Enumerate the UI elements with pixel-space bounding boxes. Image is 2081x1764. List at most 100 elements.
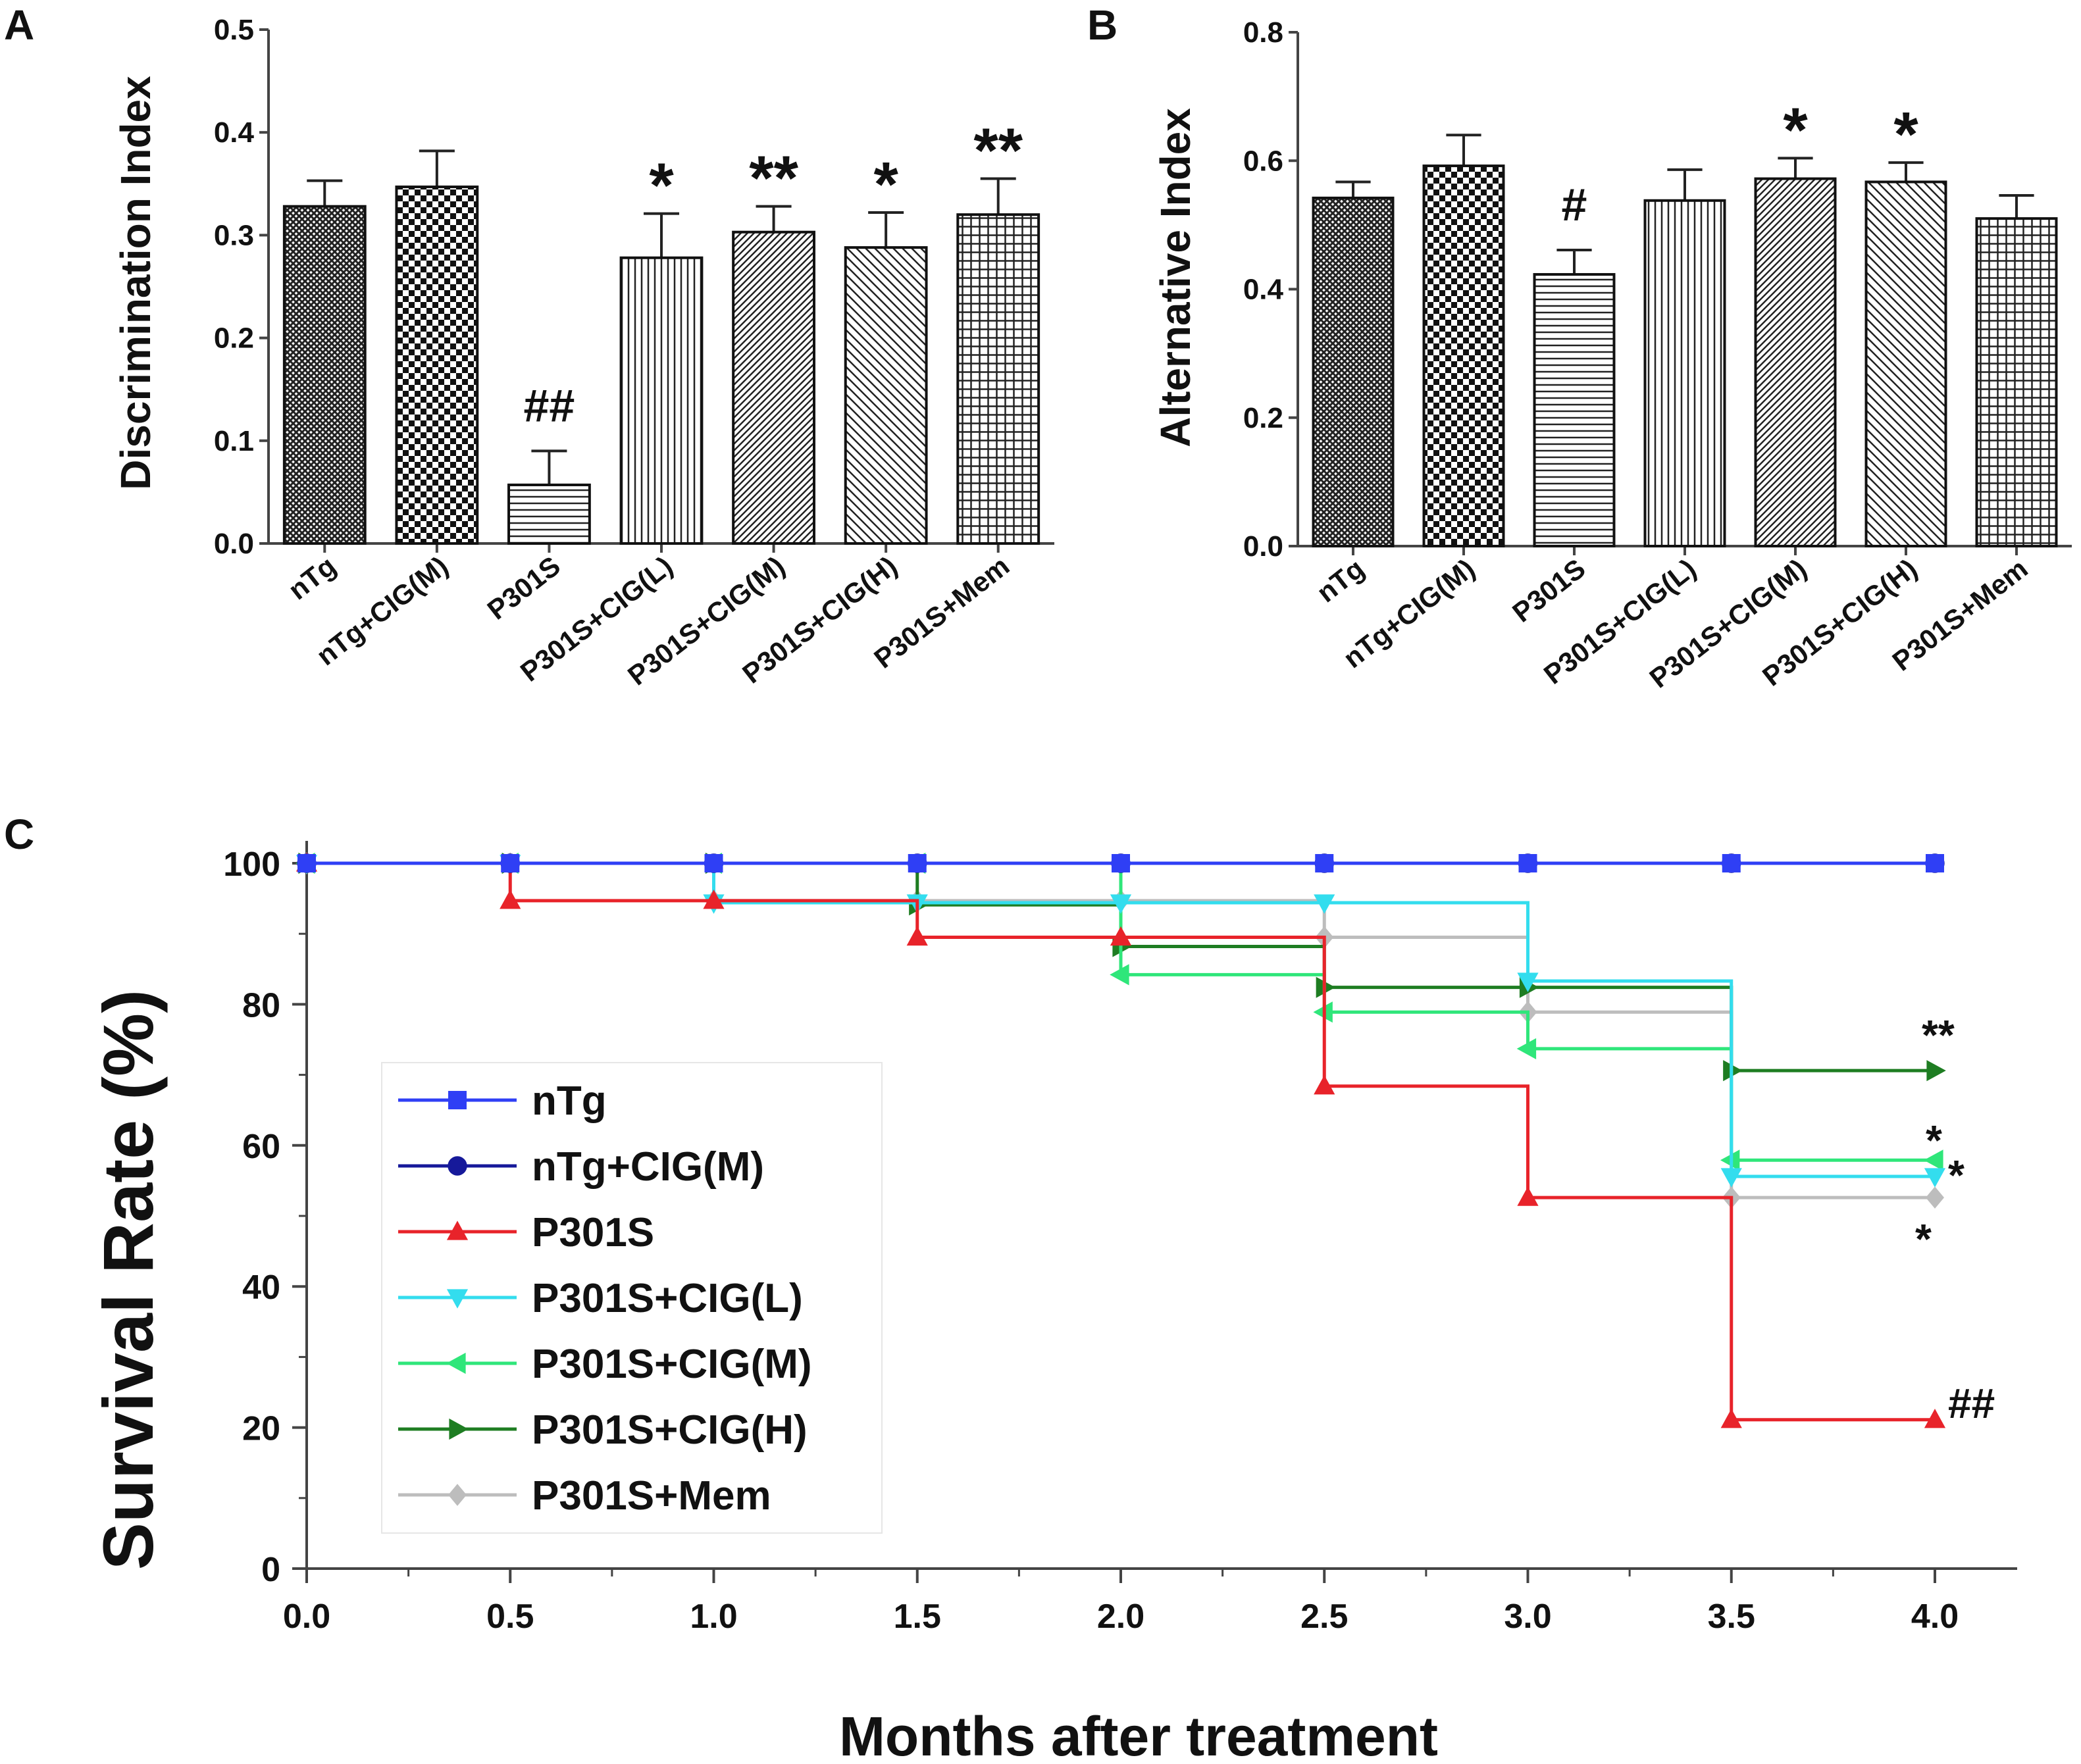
triangle-left-marker (1516, 1038, 1537, 1060)
triangle-up-marker (703, 890, 725, 909)
bars-b: # * * (1312, 95, 2058, 547)
legend-label: P301S+CIG(M) (532, 1342, 812, 1387)
y-tick-label: 0.4 (214, 116, 255, 149)
bar-p301s-cig-l- (1643, 199, 1726, 547)
legend-label: nTg+CIG(M) (532, 1144, 764, 1190)
y-tick-label: 0.2 (214, 322, 254, 355)
triangle-right-marker (1926, 1060, 1946, 1082)
bar-p301s-mem (956, 213, 1040, 545)
legend-item: P301S+CIG(L) (398, 1276, 803, 1321)
triangle-down-marker (1517, 972, 1539, 992)
square-marker (704, 854, 723, 872)
x-tick-label: 0.0 (283, 1598, 330, 1636)
y-tick-label: 0.0 (1243, 530, 1283, 563)
legend-item: P301S+Mem (398, 1473, 771, 1519)
axes-c: 0 20 40 60 80 100 0.0 0.5 1.0 1.5 2.0 2.5 3.0 3.5 4.0 (223, 841, 2017, 1636)
y-tick-label: 0.0 (214, 528, 254, 560)
x-tick-label: 4.0 (1911, 1598, 1959, 1636)
diamond-marker (448, 1484, 467, 1506)
legend-label: P301S+CIG(H) (532, 1407, 808, 1453)
legend-item: P301S+CIG(H) (398, 1407, 808, 1453)
bar-p301s-cig-h- (844, 246, 928, 545)
y-axis-label-c: Survival Rate (%) (88, 990, 168, 1570)
x-category-label: nTg (282, 550, 342, 605)
triangle-up-marker (906, 926, 928, 946)
lines-c: *****## (295, 852, 1995, 1428)
legend-label: P301S+Mem (532, 1473, 771, 1519)
triangle-up-marker (1517, 1186, 1539, 1206)
triangle-down-marker (1924, 1168, 1946, 1188)
triangle-down-marker (1110, 894, 1132, 914)
bar-p301s-cig-m- (1754, 177, 1837, 547)
square-marker (297, 854, 316, 872)
y-tick-label: 0.1 (214, 425, 254, 457)
y-tick-label: 0.4 (1243, 274, 1284, 306)
significance-label: ## (523, 380, 575, 431)
triangle-left-marker (446, 1352, 466, 1374)
square-marker (448, 1091, 467, 1109)
bar-ntg (1312, 196, 1395, 547)
square-marker (1518, 854, 1537, 872)
bar-ntg-cig-m- (1422, 164, 1505, 547)
y-axis-label-a: Discrimination Index (112, 76, 159, 490)
y-tick-label: 0.6 (1243, 145, 1283, 177)
x-tick-label: 2.5 (1300, 1598, 1348, 1636)
series-p301s (295, 852, 1946, 1428)
end-significance-label: * (1948, 1151, 1965, 1199)
y-tick-label: 20 (242, 1410, 280, 1448)
y-tick-label: 0.2 (1243, 402, 1283, 434)
triangle-left-marker (1110, 964, 1129, 986)
legend-item: P301S (398, 1210, 654, 1255)
legend-item: nTg+CIG(M) (398, 1144, 764, 1190)
significance-label: # (1562, 179, 1587, 230)
triangle-up-marker (1924, 1409, 1946, 1428)
panel-letter-c: C (4, 811, 34, 858)
triangle-down-marker (1720, 1168, 1742, 1188)
triangle-up-marker (1720, 1409, 1742, 1428)
x-category-label: nTg (1311, 553, 1370, 608)
panel-b: B Alternative Index 0.00.20.40.60.8nTgnT… (1087, 1, 2072, 694)
triangle-up-marker (446, 1221, 469, 1240)
bar-ntg (282, 205, 367, 545)
bars-a: ##* ** * ** (282, 115, 1040, 545)
y-tick-label: 100 (223, 845, 280, 884)
bar-p301s-cig-h- (1864, 180, 1947, 547)
x-category-label: P301S (1506, 553, 1591, 628)
x-category-label: P301S (482, 550, 566, 626)
end-significance-label: ** (1922, 1011, 1955, 1059)
x-tick-label: 3.5 (1708, 1598, 1755, 1636)
y-axis-label-b: Alternative Index (1152, 108, 1199, 447)
triangle-left-marker (1924, 1149, 1943, 1171)
panel-c: C Survival Rate (%) Months after treatme… (4, 811, 2017, 1764)
circle-marker (448, 1156, 467, 1176)
significance-label: ** (749, 143, 798, 214)
bar-p301s-cig-l- (619, 256, 704, 545)
end-significance-label: * (1926, 1117, 1942, 1164)
bar-p301s-mem (1975, 217, 2058, 547)
panel-letter-b: B (1087, 1, 1118, 49)
bar-p301s (1533, 273, 1616, 547)
square-marker (1722, 854, 1741, 872)
significance-label: * (649, 151, 674, 221)
triangle-right-marker (449, 1418, 469, 1440)
significance-label: ** (973, 115, 1023, 186)
y-tick-label: 80 (242, 986, 280, 1024)
survival-step-line (307, 861, 1935, 1422)
square-marker (908, 854, 927, 872)
significance-label: * (873, 149, 898, 220)
triangle-down-marker (446, 1289, 469, 1309)
y-tick-label: 0 (261, 1551, 280, 1589)
square-marker (501, 854, 520, 872)
y-tick-label: 0.8 (1243, 16, 1283, 49)
x-tick-label: 1.5 (894, 1598, 941, 1636)
legend-c: nTg nTg+CIG(M) P301S P301S+CIG(L) P301S+CIG(… (381, 1062, 883, 1534)
diamond-marker (1926, 1186, 1944, 1209)
legend-item: P301S+CIG(M) (398, 1342, 812, 1387)
end-significance-label: ## (1948, 1380, 1995, 1427)
x-tick-label: 2.0 (1097, 1598, 1144, 1636)
square-marker (1315, 854, 1334, 872)
y-tick-label: 0.5 (214, 14, 254, 46)
panel-letter-a: A (4, 1, 34, 49)
x-tick-label: 3.0 (1504, 1598, 1551, 1636)
